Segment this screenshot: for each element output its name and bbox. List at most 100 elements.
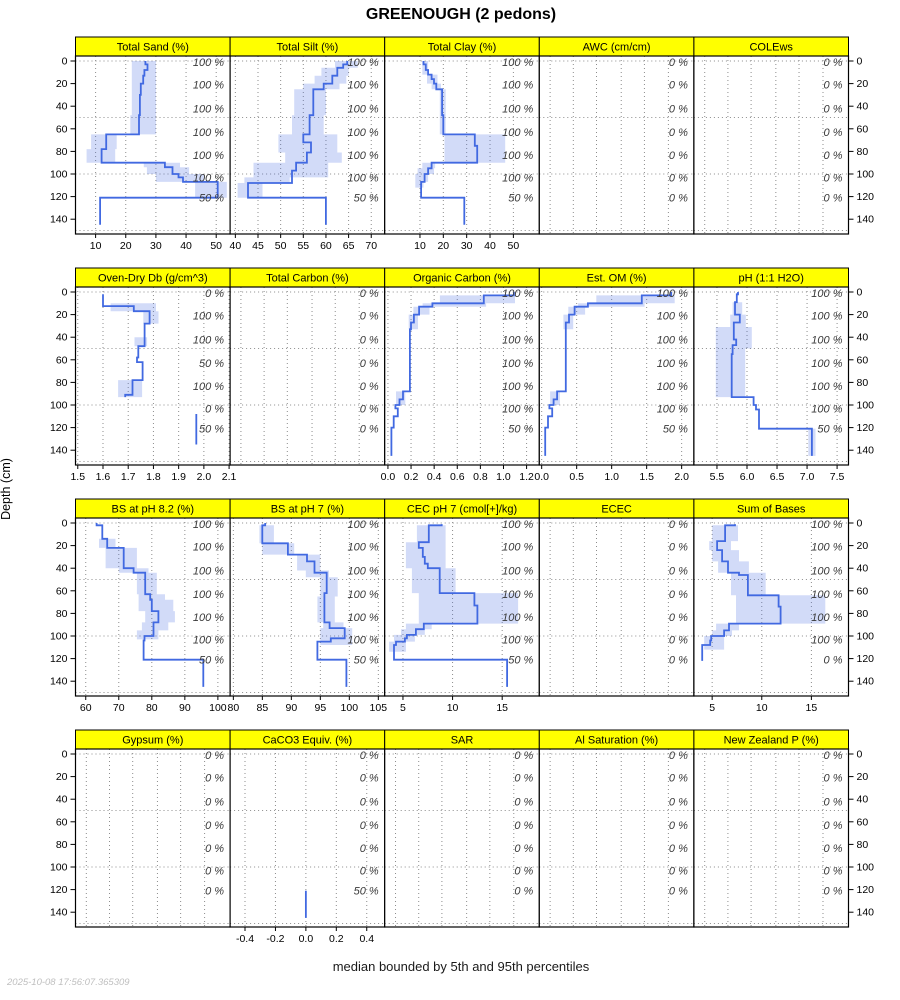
contributing-fraction-label: 100 % (193, 519, 224, 531)
x-tick-label: 95 (314, 702, 326, 714)
contributing-fraction-label: 100 % (502, 288, 533, 300)
x-tick-label: 80 (228, 702, 240, 714)
contributing-fraction-label: 100 % (502, 311, 533, 323)
contributing-fraction-label: 50 % (508, 193, 533, 205)
x-tick-label: 0.2 (329, 933, 344, 945)
contributing-fraction-label: 0 % (669, 750, 688, 762)
percentile-band (110, 303, 159, 324)
contributing-fraction-label: 100 % (502, 612, 533, 624)
contributing-fraction-label: 50 % (354, 193, 379, 205)
panel-body (230, 749, 385, 927)
depth-tick-label: 100 (857, 169, 875, 181)
x-tick-label: 10 (90, 240, 102, 252)
depth-tick-label: 120 (857, 653, 875, 665)
depth-tick-label: 120 (857, 191, 875, 203)
median-line (701, 524, 782, 661)
depth-tick-label: 100 (857, 400, 875, 412)
contributing-fraction-label: 100 % (193, 612, 224, 624)
contributing-fraction-label: 100 % (193, 311, 224, 323)
x-tick-label: 1.6 (96, 471, 111, 483)
contributing-fraction-label: 0 % (205, 773, 224, 785)
contributing-fraction-label: 100 % (193, 80, 224, 92)
panel-body (693, 749, 849, 927)
contributing-fraction-label: 0 % (824, 773, 843, 785)
panel-total-carbon: Total Carbon (%) 0 % 0 % 0 % 0 % 0 % 0 % 0 % (229, 267, 386, 466)
panel-border (693, 517, 850, 697)
x-tick-label: 6.5 (770, 471, 785, 483)
depth-tick-label: 20 (857, 540, 869, 552)
contributing-fraction-label: 50 % (354, 886, 379, 898)
depth-tick-label: 60 (857, 354, 869, 366)
contributing-fraction-label: 100 % (193, 172, 224, 184)
median-line (730, 292, 813, 456)
contributing-fraction-label: 100 % (811, 403, 842, 415)
contributing-fraction-label: 100 % (811, 519, 842, 531)
panel-body (539, 518, 694, 696)
depth-tick-label: 20 (857, 771, 869, 783)
x-tick-label: 15 (806, 702, 818, 714)
contributing-fraction-label: 0 % (824, 80, 843, 92)
strip-title-sar: SAR (451, 735, 474, 747)
x-tick-label: 2.0 (674, 471, 689, 483)
contributing-fraction-label: 100 % (502, 542, 533, 554)
contributing-fraction-label: 0 % (205, 843, 224, 855)
contributing-fraction-label: 0 % (669, 796, 688, 808)
contributing-fraction-label: 0 % (360, 288, 379, 300)
contributing-fraction-label: 0 % (824, 796, 843, 808)
percentile-band (550, 391, 560, 405)
contributing-fraction-label: 100 % (347, 519, 378, 531)
panel-body (539, 749, 694, 927)
contributing-fraction-label: 0 % (824, 865, 843, 877)
panel-body (693, 518, 849, 696)
depth-tick-label: 0 (857, 287, 863, 299)
x-tick-label: 100 (209, 702, 227, 714)
strip-title-total-silt: Total Silt (%) (277, 42, 339, 54)
x-tick-label: 5.5 (710, 471, 725, 483)
contributing-fraction-label: 100 % (193, 589, 224, 601)
depth-tick-label: 0 (62, 56, 68, 68)
panel-bs-ph7: BS at pH 7 (%)100 %100 %100 %100 %100 %1… (228, 498, 387, 714)
plot-title: GREENOUGH (2 pedons) (365, 6, 557, 23)
depth-tick-label: 40 (857, 101, 869, 113)
contributing-fraction-label: 100 % (502, 358, 533, 370)
contributing-fraction-label: 0 % (824, 655, 843, 667)
panel-body (230, 287, 385, 465)
median-line (390, 292, 515, 456)
depth-tick-label: 60 (56, 354, 68, 366)
x-tick-label: 1.8 (146, 471, 161, 483)
contributing-fraction-label: 100 % (502, 172, 533, 184)
depth-tick-label: 120 (857, 422, 875, 434)
contributing-fraction-label: 100 % (811, 634, 842, 646)
x-tick-label: 50 (508, 240, 520, 252)
contributing-fraction-label: 100 % (502, 57, 533, 69)
contributing-fraction-label: 100 % (347, 150, 378, 162)
x-tick-label: 70 (113, 702, 125, 714)
strip-title-awc: AWC (cm/cm) (583, 42, 651, 54)
x-tick-label: 20 (437, 240, 449, 252)
contributing-fraction-label: 0 % (824, 150, 843, 162)
depth-tick-label: 120 (50, 191, 68, 203)
depth-tick-label: 40 (56, 101, 68, 113)
panel-al-saturation: Al Saturation (%) 0 % 0 % 0 % 0 % 0 % 0 % 0 % (538, 729, 695, 928)
panel-body (75, 749, 231, 927)
depth-tick-label: 40 (56, 563, 68, 575)
contributing-fraction-label: 100 % (347, 542, 378, 554)
panel-border (693, 55, 850, 235)
contributing-fraction-label: 50 % (199, 424, 224, 436)
contributing-fraction-label: 100 % (502, 381, 533, 393)
x-tick-label: 90 (179, 702, 191, 714)
contributing-fraction-label: 0 % (205, 403, 224, 415)
plot-caption: median bounded by 5th and 95th percentil… (332, 959, 590, 974)
panel-body (384, 749, 540, 927)
depth-tick-label: 80 (857, 608, 869, 620)
depth-tick-label: 120 (50, 422, 68, 434)
contributing-fraction-label: 0 % (669, 80, 688, 92)
contributing-fraction-label: 100 % (347, 103, 378, 115)
depth-tick-label: 100 (50, 169, 68, 181)
depth-tick-label: 20 (56, 78, 68, 90)
contributing-fraction-label: 0 % (514, 886, 533, 898)
contributing-fraction-label: 0 % (360, 750, 379, 762)
strip-title-cec-ph7: CEC pH 7 (cmol[+]/kg) (407, 504, 517, 516)
depth-tick-label: 140 (50, 214, 68, 226)
